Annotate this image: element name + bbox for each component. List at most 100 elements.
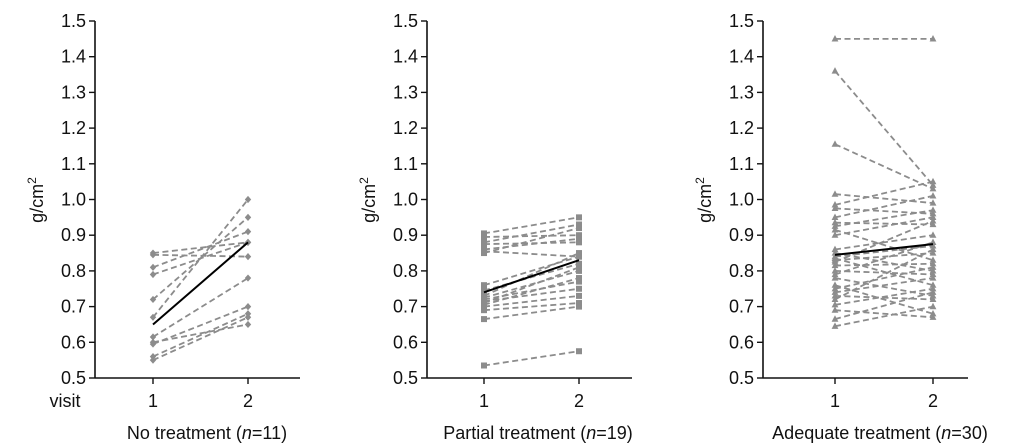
visit-1-point — [831, 140, 839, 147]
y-axis-title: g/cm2 — [25, 177, 47, 223]
visit-2-point — [244, 213, 252, 221]
visit-1-point — [831, 281, 839, 288]
panel-title: Partial treatment (n=19) — [443, 423, 633, 443]
visit-2-point — [576, 303, 582, 310]
subject-line — [483, 223, 580, 244]
y-tick-label: 1.4 — [729, 47, 754, 67]
y-tick-label: 1.3 — [61, 82, 86, 102]
visit-2-point — [244, 228, 252, 236]
visit-2-point — [929, 184, 937, 192]
visit-2-point — [576, 225, 582, 232]
y-tick-label: 1.5 — [729, 11, 754, 31]
y-tick-label: 1.5 — [393, 11, 418, 31]
y-tick-label: 0.8 — [393, 261, 418, 281]
panel-1: 0.5 0.6 0.7 0.8 0.9 1.0 1.1 1.2 1.3 1.4 1.5 1 2 g/cm2… — [25, 11, 300, 443]
subject-line — [834, 143, 934, 190]
visit-2-point — [929, 231, 937, 238]
visit-2-point — [929, 35, 937, 42]
subject-line — [834, 180, 934, 206]
visit-1-point — [481, 316, 487, 323]
subject-line — [152, 241, 249, 254]
subject-line — [834, 207, 934, 215]
visit-1-point — [149, 333, 157, 341]
visit-1-point — [831, 213, 839, 220]
panel-title: No treatment (n=11) — [127, 423, 287, 443]
y-tick-label: 0.9 — [61, 225, 86, 245]
visit-2-point — [929, 217, 937, 224]
subject-line — [834, 209, 934, 228]
visit-2-point — [929, 259, 937, 267]
y-tick-label: 0.5 — [393, 368, 418, 388]
visit-1-point — [831, 295, 839, 303]
y-tick-label: 0.7 — [61, 297, 86, 317]
visit-1-point — [831, 315, 839, 322]
visit-2-point — [244, 320, 252, 329]
subject-line — [834, 245, 934, 258]
visit-2-point — [929, 177, 937, 185]
visit-1-point — [831, 190, 839, 197]
y-tick-label: 1.5 — [61, 11, 86, 31]
y-tick-label: 0.7 — [729, 297, 754, 317]
subject-line — [483, 302, 580, 312]
y-axis-title: g/cm2 — [357, 177, 379, 223]
visit-1-point — [831, 204, 839, 212]
y-tick-label: 0.8 — [729, 261, 754, 281]
visit-1-point — [831, 284, 839, 292]
y-tick-label: 0.6 — [729, 332, 754, 352]
visit-1-point — [831, 292, 839, 299]
y-tick-label: 1.0 — [729, 190, 754, 210]
y-tick-label: 1.2 — [393, 118, 418, 138]
subject-line — [152, 230, 249, 269]
visit-2-point — [929, 313, 937, 320]
subject-line — [834, 284, 934, 315]
subject-line — [834, 221, 934, 226]
visit-2-point — [244, 195, 252, 204]
visit-2-point — [929, 309, 937, 317]
subject-line — [834, 277, 934, 297]
visit-1-point — [481, 241, 487, 248]
visit-1-point — [149, 313, 157, 321]
subject-line — [483, 294, 580, 308]
x-tick-label: 2 — [928, 391, 938, 411]
visit-2-point — [929, 263, 937, 270]
visit-2-point — [244, 313, 252, 321]
subject-line — [483, 266, 580, 304]
x-tick-label: 2 — [243, 391, 253, 411]
y-tick-label: 1.1 — [729, 154, 754, 174]
visit-1-point — [481, 307, 487, 314]
subject-line — [483, 216, 580, 235]
visit-2-point — [929, 295, 937, 303]
visit-2-point — [929, 281, 937, 288]
visit-2-point — [929, 213, 937, 220]
y-tick-label: 1.1 — [61, 154, 86, 174]
visit-2-point — [929, 242, 937, 249]
visit-1-point — [149, 263, 157, 271]
y-tick-label: 1.4 — [61, 47, 86, 67]
visit-1-point — [481, 362, 487, 369]
y-tick-label: 0.5 — [729, 368, 754, 388]
visit-1-point — [831, 274, 839, 281]
visit-2-point — [929, 199, 937, 206]
y-tick-label: 0.8 — [61, 261, 86, 281]
visit-2-point — [929, 181, 937, 188]
y-tick-label: 0.6 — [393, 332, 418, 352]
subject-line — [483, 234, 580, 238]
mean-line — [834, 243, 934, 256]
subject-line — [834, 220, 934, 263]
x-tick-label: 1 — [830, 391, 840, 411]
subject-line — [483, 227, 580, 254]
visit-2-point — [244, 303, 252, 311]
mean-line — [152, 241, 249, 326]
visit-2-point — [929, 249, 937, 256]
visit-2-point — [576, 285, 582, 292]
visit-2-point — [576, 253, 582, 260]
y-axis-title: g/cm2 — [693, 177, 715, 223]
visit-1-point — [481, 282, 487, 289]
visit-2-point — [576, 275, 582, 282]
visit-2-point — [929, 292, 937, 299]
visit-2-point — [929, 274, 937, 281]
y-tick-label: 1.2 — [729, 118, 754, 138]
subject-line — [483, 252, 580, 297]
visit-2-point — [244, 274, 252, 282]
visit-1-point — [481, 233, 487, 240]
